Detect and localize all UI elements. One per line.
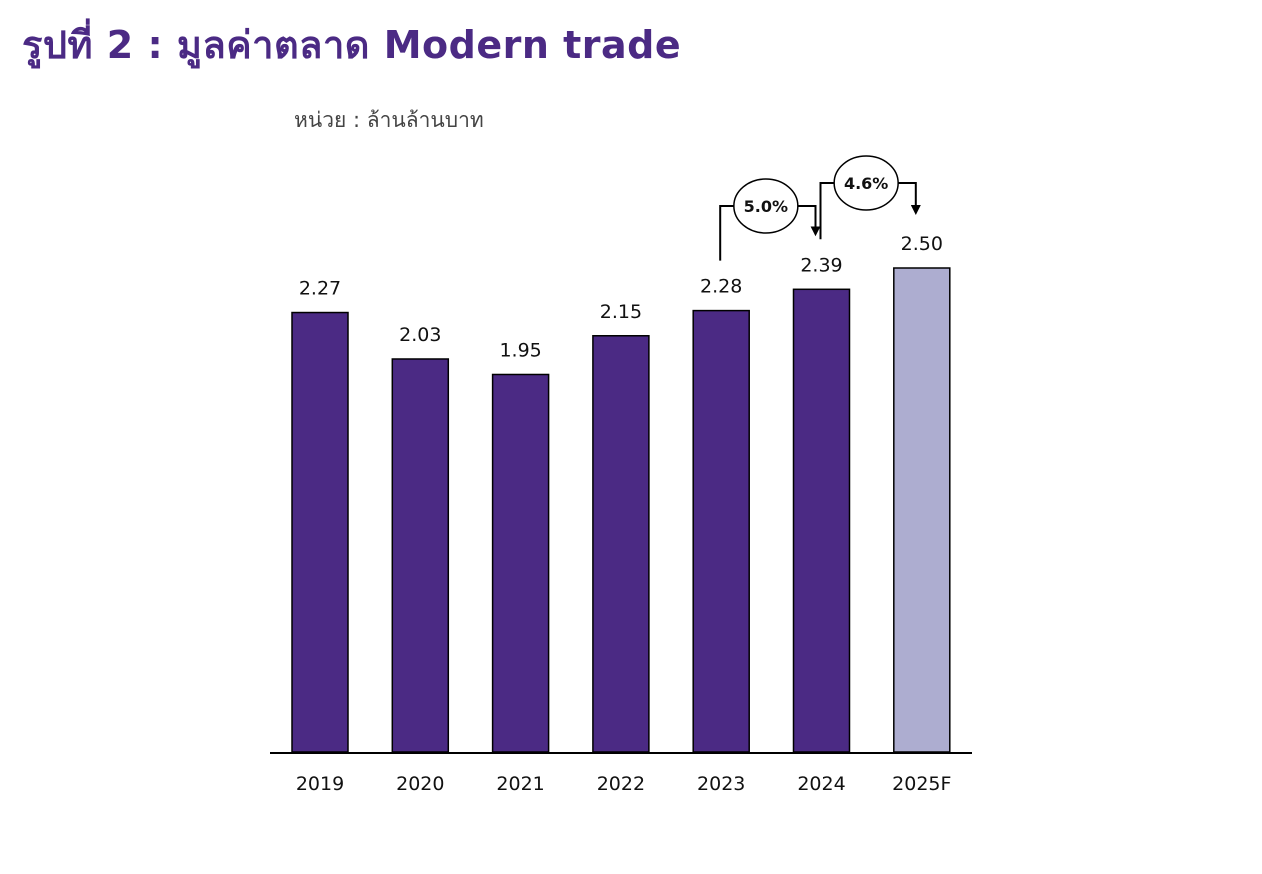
- data-label-2025F: 2.50: [901, 233, 943, 255]
- bar-2025F: [893, 267, 951, 753]
- growth-bubble: [833, 155, 899, 211]
- x-tick-2022: 2022: [597, 773, 645, 795]
- bar-2020: [391, 358, 450, 753]
- x-tick-2024: 2024: [797, 773, 845, 795]
- x-tick-2019: 2019: [296, 773, 344, 795]
- bar-series: 2.27 2019 2.03 2020 1.95 2021 2.15 2022 2.28 2023…: [291, 233, 951, 795]
- bar-2019: [291, 311, 349, 753]
- data-label-2022: 2.15: [600, 301, 642, 323]
- bar-2023: [692, 309, 750, 753]
- bar-2022: [592, 335, 650, 753]
- data-label-2020: 2.03: [399, 324, 441, 346]
- growth-label: 5.0%: [744, 197, 788, 216]
- x-tick-2021: 2021: [496, 773, 544, 795]
- x-tick-2020: 2020: [396, 773, 444, 795]
- growth-bubble: [733, 178, 799, 234]
- bar-2021: [491, 373, 550, 753]
- growth-annotation-2024-2025F: 4.6%: [819, 155, 921, 240]
- page-title: รูปที่ 2 : มูลค่าตลาด Modern trade: [22, 23, 682, 67]
- data-label-2021: 1.95: [499, 339, 541, 361]
- data-label-2019: 2.27: [299, 278, 341, 300]
- data-label-2023: 2.28: [700, 276, 742, 298]
- x-tick-2023: 2023: [697, 773, 745, 795]
- growth-label: 4.6%: [844, 174, 888, 193]
- data-label-2024: 2.39: [800, 254, 842, 276]
- unit-label: หน่วย : ล้านล้านบาท: [294, 108, 484, 132]
- x-tick-2025F: 2025F: [892, 773, 951, 795]
- growth-annotation-2023-2024: 5.0%: [719, 178, 821, 261]
- growth-annotations: 5.0% 4.6%: [719, 155, 921, 261]
- bar-2024: [792, 288, 851, 753]
